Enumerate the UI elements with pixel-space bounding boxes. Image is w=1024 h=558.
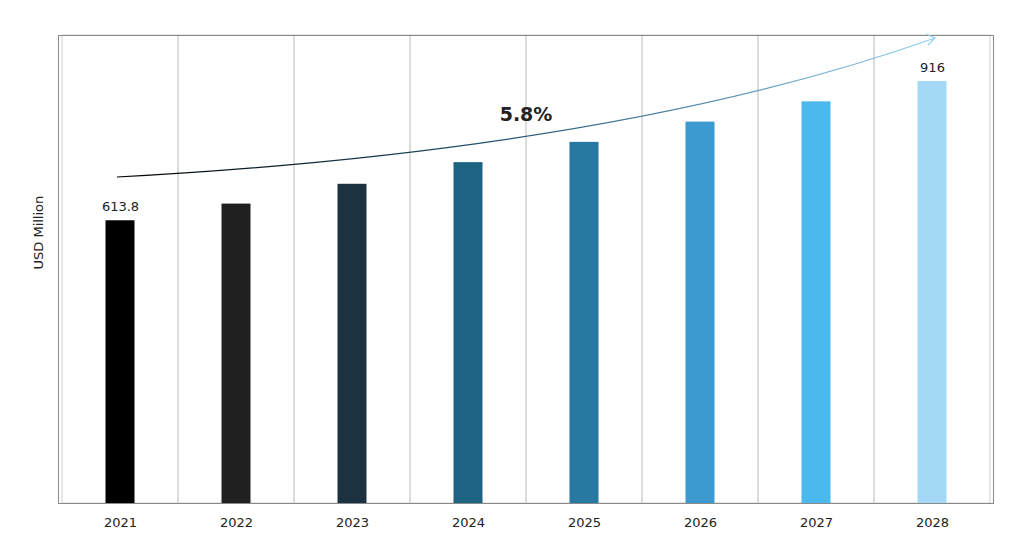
svg-text:2028: 2028 <box>916 515 949 530</box>
svg-text:2027: 2027 <box>800 515 833 530</box>
svg-text:USD Million: USD Million <box>31 196 46 270</box>
svg-text:5.8%: 5.8% <box>500 103 553 125</box>
svg-text:916: 916 <box>920 60 945 75</box>
svg-text:2026: 2026 <box>684 515 717 530</box>
svg-text:2024: 2024 <box>452 515 485 530</box>
svg-text:2022: 2022 <box>220 515 253 530</box>
svg-text:613.8: 613.8 <box>102 199 139 214</box>
svg-text:2023: 2023 <box>336 515 369 530</box>
svg-text:2021: 2021 <box>104 515 137 530</box>
svg-text:2025: 2025 <box>568 515 601 530</box>
